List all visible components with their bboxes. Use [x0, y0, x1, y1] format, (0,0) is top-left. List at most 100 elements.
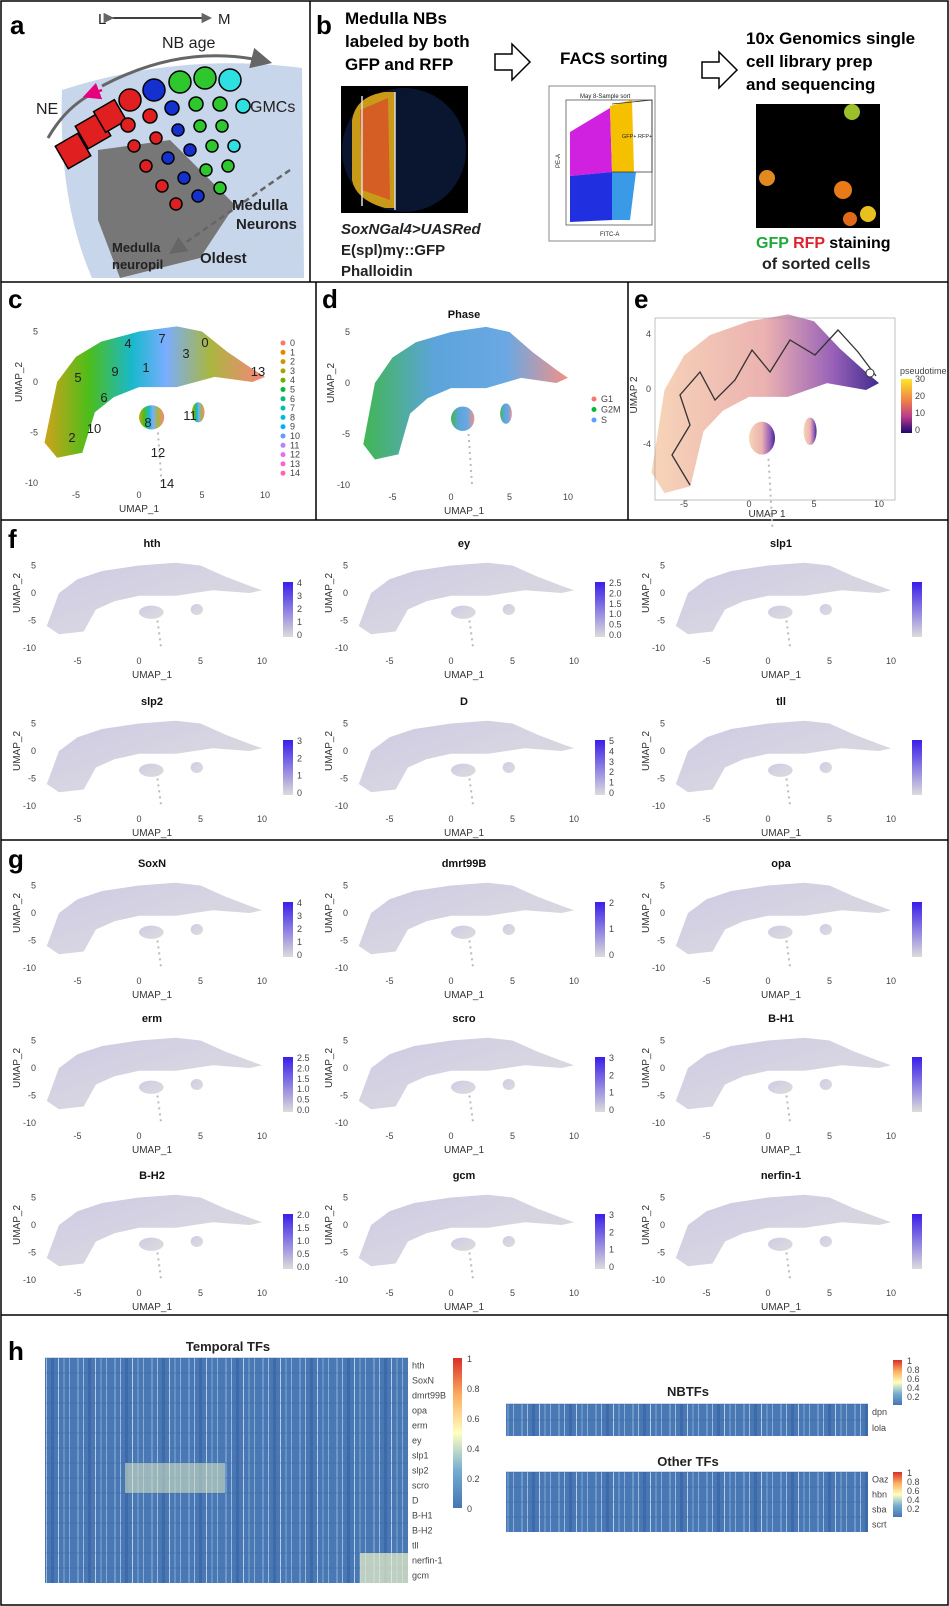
cell-cloud	[156, 778, 163, 807]
cell-cloud	[468, 940, 475, 969]
legend-swatch	[280, 433, 286, 439]
cell-cloud	[451, 763, 476, 777]
y-tick-label: 5	[660, 719, 665, 729]
y-tick-label: -10	[23, 643, 36, 653]
panel-letter: b	[316, 10, 332, 40]
row-label: dpn	[872, 1407, 887, 1417]
x-tick-label: -5	[385, 1131, 393, 1141]
y-axis-label: UMAP_2	[641, 731, 652, 771]
colorbar	[912, 1057, 922, 1112]
x-tick-label: 0	[136, 656, 141, 666]
legend-tick: 2	[297, 924, 302, 934]
y-tick-label: 5	[660, 561, 665, 571]
cell-cloud	[502, 1236, 515, 1247]
cell-cloud	[768, 1237, 793, 1251]
legend-tick: 10	[915, 408, 925, 418]
y-tick-label: 5	[31, 881, 36, 891]
y-tick-label: -10	[652, 1118, 665, 1128]
legend-swatch	[280, 424, 286, 430]
plot-title: B-H2	[139, 1170, 165, 1182]
x-tick-label: -5	[73, 976, 81, 986]
x-tick-label: 5	[507, 492, 512, 502]
x-tick-label: 0	[765, 976, 770, 986]
cell-cloud	[46, 562, 262, 635]
x-tick-label: -5	[702, 1131, 710, 1141]
y-tick-label: -10	[23, 1275, 36, 1285]
cell-cloud	[46, 1037, 262, 1110]
cell-cloud	[468, 1252, 475, 1281]
step-text: GFP and RFP	[345, 55, 453, 74]
step-text: 10x Genomics single	[746, 29, 915, 48]
x-tick-label: 5	[827, 1131, 832, 1141]
x-tick-label: 10	[257, 1288, 267, 1298]
row-label: erm	[412, 1421, 428, 1431]
y-axis-label: UMAP_2	[326, 363, 337, 403]
row-label: slp1	[412, 1451, 429, 1461]
step-text: Medulla NBs	[345, 9, 447, 28]
cell-cloud	[139, 763, 164, 777]
panel-letter: g	[8, 844, 24, 874]
x-axis-label: UMAP_1	[444, 670, 484, 681]
step-text: cell library prep	[746, 52, 873, 71]
y-tick-label: 0	[660, 1063, 665, 1073]
y-tick-label: 0	[660, 1220, 665, 1230]
colorbar	[283, 1057, 293, 1112]
x-tick-label: 0	[448, 1288, 453, 1298]
x-axis-label: UMAP_1	[132, 990, 172, 1001]
cell-cloud	[819, 1236, 832, 1247]
cell-cloud	[190, 924, 203, 935]
y-tick-label: -5	[28, 1091, 36, 1101]
x-tick-label: 5	[827, 814, 832, 824]
legend-label: 10	[290, 431, 300, 441]
legend-tick: 1.0	[297, 1084, 310, 1094]
y-tick-label: -5	[342, 429, 350, 439]
row-label: lola	[872, 1423, 886, 1433]
y-tick-label: -4	[643, 439, 651, 449]
cluster-label: 8	[144, 415, 151, 430]
y-tick-label: -5	[28, 774, 36, 784]
x-tick-label: 10	[569, 1288, 579, 1298]
y-tick-label: -10	[652, 643, 665, 653]
stain-label: SoxNGal4>UASRed	[341, 221, 481, 238]
x-tick-label: 10	[569, 814, 579, 824]
x-axis-label: UMAP_1	[444, 1302, 484, 1313]
legend-tick: 0.2	[907, 1504, 920, 1514]
panel-letter: a	[10, 10, 25, 40]
legend-tick: 0	[467, 1504, 472, 1514]
y-tick-label: -10	[652, 801, 665, 811]
y-tick-label: -5	[657, 774, 665, 784]
cell-cloud	[502, 924, 515, 935]
legend-tick: 3	[609, 1210, 614, 1220]
x-axis-label: UMAP_1	[444, 506, 484, 517]
legend-tick: 0.8	[907, 1477, 920, 1487]
stain-label: Phalloidin	[341, 263, 413, 280]
axis-frame	[654, 317, 896, 501]
legend-tick: 1	[609, 1088, 614, 1098]
x-tick-label: -5	[73, 1288, 81, 1298]
row-label: SoxN	[412, 1376, 434, 1386]
legend-swatch	[280, 442, 286, 448]
x-tick-label: -5	[73, 814, 81, 824]
x-axis-label: UMAP_1	[761, 670, 801, 681]
y-tick-label: 5	[343, 719, 348, 729]
x-tick-label: -5	[385, 814, 393, 824]
label: NB age	[162, 35, 215, 52]
heatmap-title: NBTFs	[667, 1384, 709, 1399]
x-tick-label: 10	[874, 499, 884, 509]
y-axis-label: UMAP_2	[14, 362, 25, 402]
panel-letter: h	[8, 1336, 24, 1366]
y-tick-label: -5	[30, 428, 38, 438]
x-tick-label: 10	[886, 1288, 896, 1298]
colorbar	[595, 1057, 605, 1112]
x-axis-label: UMAP_1	[119, 504, 159, 515]
legend-swatch	[280, 377, 286, 383]
y-tick-label: 0	[31, 1063, 36, 1073]
cell-cloud	[785, 620, 792, 649]
cluster-label: 4	[124, 336, 131, 351]
y-tick-label: -5	[340, 936, 348, 946]
x-tick-label: -5	[73, 656, 81, 666]
cell-cloud	[156, 620, 163, 649]
cluster-label: 12	[151, 445, 165, 460]
cluster-label: 2	[68, 430, 75, 445]
